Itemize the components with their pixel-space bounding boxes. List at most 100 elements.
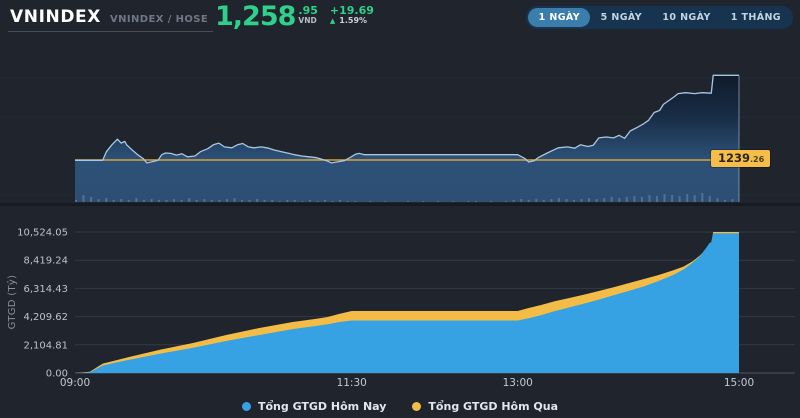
volume-bar <box>278 201 281 202</box>
volume-bar <box>142 200 145 202</box>
y-tick-label: 0.00 <box>46 369 68 380</box>
volume-bar <box>225 199 228 202</box>
volume-bar <box>286 200 289 202</box>
volume-bar <box>248 200 251 202</box>
volume-bar <box>678 196 681 202</box>
volume-bar <box>716 198 719 202</box>
price-change: +19.69 <box>329 4 374 17</box>
x-tick-label: 13:00 <box>503 377 533 389</box>
yellow-dot-icon <box>412 402 422 411</box>
volume-bar <box>723 200 726 202</box>
legend-item-hom-nay[interactable]: Tổng GTGD Hôm Nay <box>241 400 386 413</box>
volume-bar <box>527 200 530 202</box>
volume-bar <box>603 198 606 202</box>
price-block: 1,258 .95 VND +19.69 ▲ 1.59% <box>215 2 374 32</box>
volume-bar <box>308 200 311 202</box>
volume-bar <box>127 200 130 202</box>
volume-bar <box>331 201 334 202</box>
legend-item-hom-qua[interactable]: Tổng GTGD Hôm Qua <box>412 400 558 413</box>
y-tick-label: 8,419.24 <box>23 256 68 267</box>
volume-bar <box>256 199 259 202</box>
symbol-exchange-label: VNINDEX / HOSE <box>109 14 209 25</box>
volume-bar <box>693 195 696 202</box>
volume-bar <box>731 199 734 202</box>
volume-bar <box>610 197 613 202</box>
price-decimal: .95 <box>298 4 318 17</box>
volume-bar <box>195 200 198 202</box>
volume-bar <box>565 199 568 202</box>
price-change-percent: 1.59% <box>339 16 368 25</box>
volume-bar <box>324 200 326 202</box>
volume-bar <box>301 201 304 202</box>
volume-bar <box>241 200 243 202</box>
volume-bar <box>233 198 236 202</box>
volume-bar <box>663 194 666 202</box>
range-button-5-ngay[interactable]: 5 NGÀY <box>590 8 652 27</box>
volume-bar <box>75 200 77 202</box>
volume-bar <box>588 198 591 202</box>
time-range-selector: 1 NGÀY 5 NGÀY 10 NGÀY 1 THÁNG <box>526 6 793 29</box>
volume-bar <box>203 199 206 202</box>
area-series-today <box>75 233 739 373</box>
chart-legend: Tổng GTGD Hôm Nay Tổng GTGD Hôm Qua <box>0 400 800 413</box>
page-title: VNINDEX <box>10 7 101 27</box>
volume-bar <box>573 200 575 202</box>
volume-bar <box>120 199 123 202</box>
volume-bar <box>173 199 176 202</box>
volume-bar <box>656 196 658 202</box>
up-triangle-icon: ▲ <box>329 17 336 25</box>
volume-bar <box>316 201 319 202</box>
price-chart <box>0 74 800 206</box>
gtgd-chart: 0.00 2,104.81 4,209.62 6,314.43 8,419.24 10,5… <box>17 228 795 389</box>
x-tick-label: 09:00 <box>60 377 90 389</box>
volume-bar <box>474 201 477 202</box>
volume-bar <box>701 193 704 202</box>
chart-separator <box>0 203 800 206</box>
range-button-1-ngay[interactable]: 1 NGÀY <box>528 8 591 27</box>
y-tick-label: 2,104.81 <box>23 340 68 351</box>
volume-bar <box>407 201 409 202</box>
currency-label: VND <box>298 16 317 25</box>
volume-bar <box>580 199 583 202</box>
volume-bar <box>557 198 560 202</box>
volume-bar <box>467 201 470 202</box>
volume-bar <box>97 199 100 202</box>
volume-bar <box>105 198 108 202</box>
volume-bar <box>165 200 168 202</box>
x-tick-label: 11:30 <box>337 377 367 389</box>
volume-bar <box>263 200 266 202</box>
blue-dot-icon <box>241 402 251 411</box>
y-tick-label: 4,209.62 <box>23 312 68 323</box>
gtgd-axis-title: GTGD (Tỷ) <box>7 274 18 330</box>
price-chart-area[interactable] <box>0 40 800 205</box>
volume-bar <box>671 195 674 202</box>
gtgd-chart-area[interactable] <box>0 225 800 375</box>
volume-bar <box>490 201 492 202</box>
price-line <box>75 74 739 164</box>
volume-bar <box>180 200 183 202</box>
volume-bar <box>648 195 651 202</box>
header-divider <box>8 31 213 32</box>
volume-bar <box>686 194 689 202</box>
volume-bar <box>595 199 598 202</box>
volume-bar <box>625 197 628 202</box>
header: VNINDEX VNINDEX / HOSE <box>10 7 208 27</box>
y-tick-label: 6,314.43 <box>23 284 68 295</box>
volume-bar <box>535 199 538 202</box>
volume-bar <box>90 197 93 202</box>
range-button-1-thang[interactable]: 1 THÁNG <box>721 8 791 27</box>
volume-bar <box>384 201 387 202</box>
volume-bar <box>512 200 515 202</box>
volume-bar <box>618 198 621 202</box>
range-button-10-ngay[interactable]: 10 NGÀY <box>652 8 720 27</box>
volume-bar <box>520 199 523 202</box>
volume-bar <box>150 199 153 202</box>
volume-bar <box>708 196 711 202</box>
volume-bar <box>158 200 160 202</box>
volume-bar <box>188 198 191 202</box>
volume-bar <box>82 195 85 202</box>
volume-bar <box>633 196 636 202</box>
price-value: 1,258 <box>215 1 296 32</box>
volume-bar <box>271 200 274 202</box>
